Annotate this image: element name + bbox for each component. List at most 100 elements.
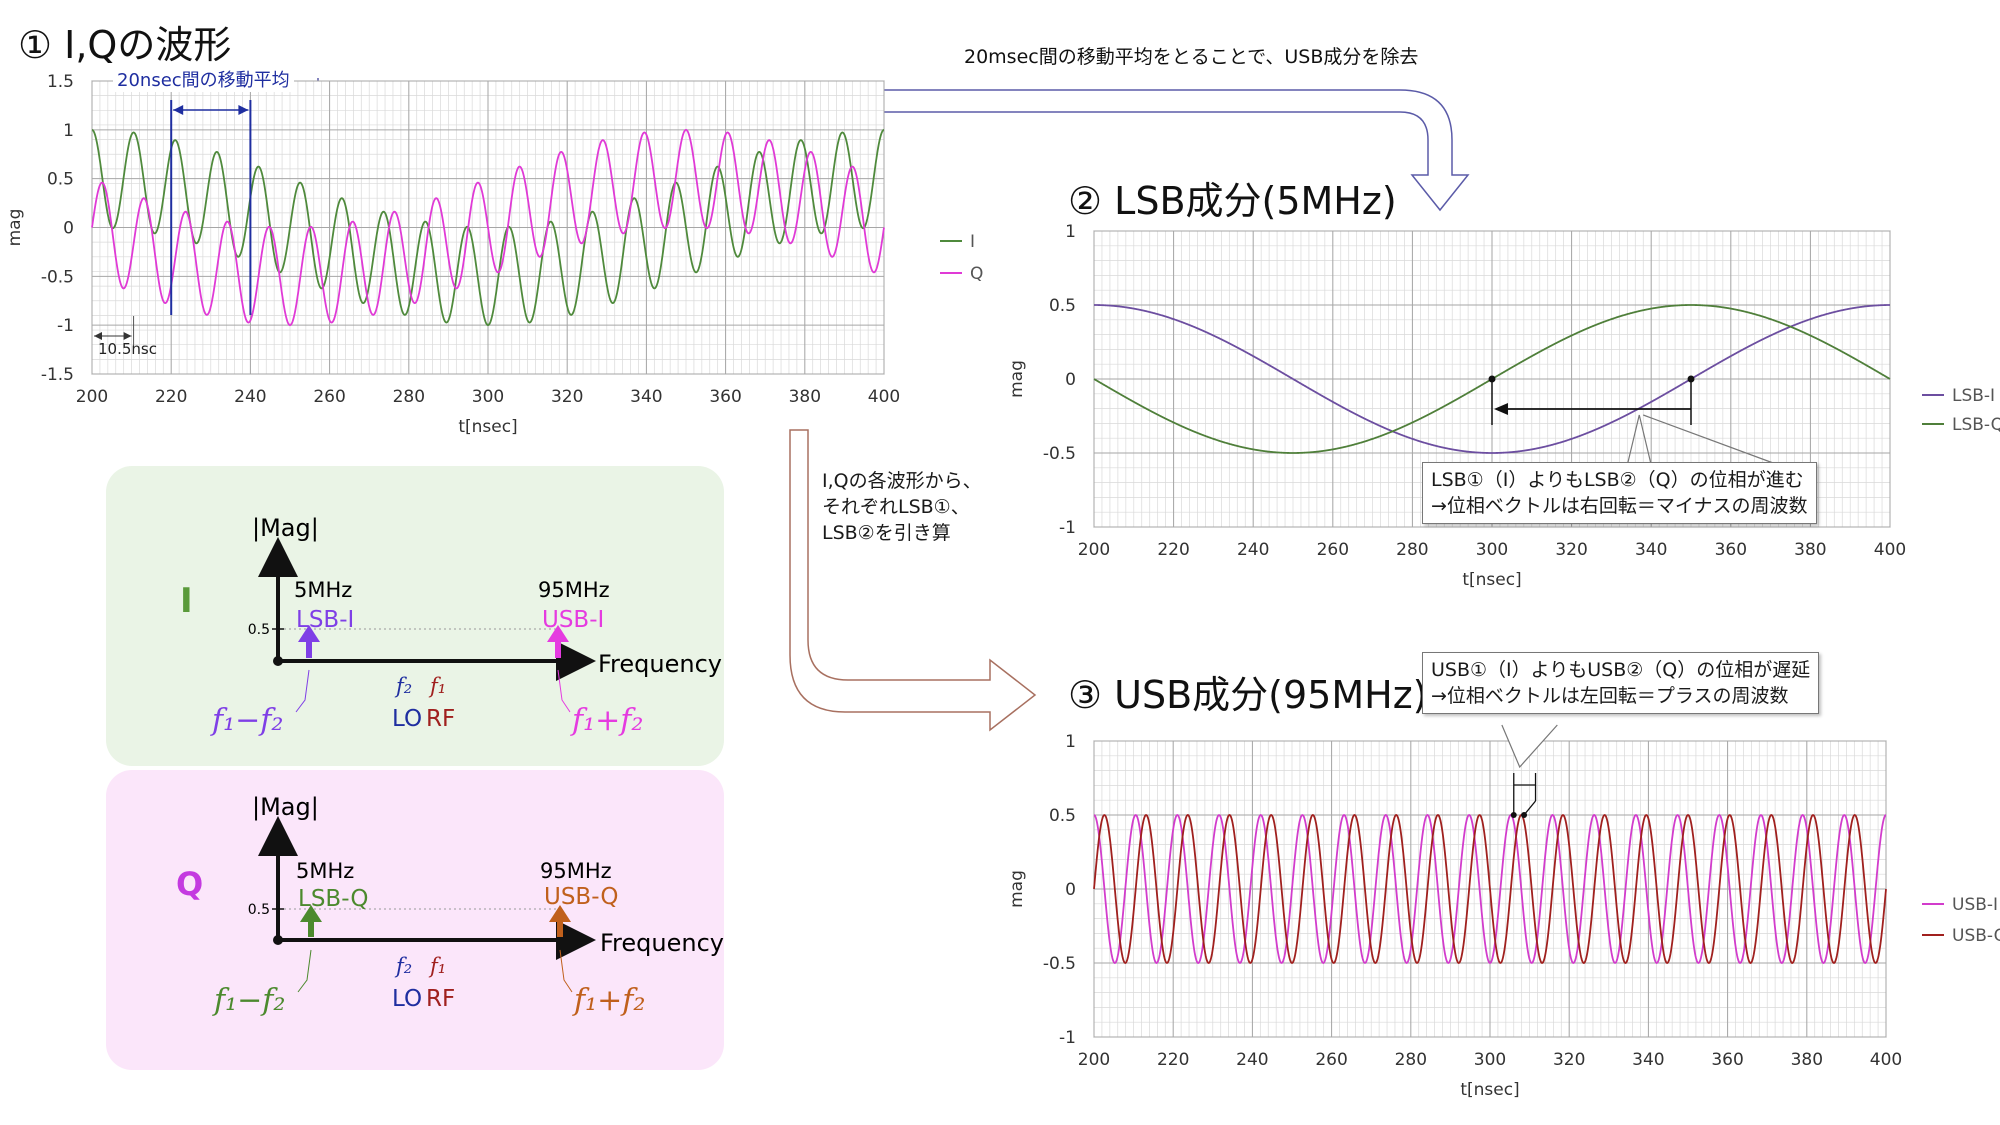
usb-freq: 95MHz <box>538 578 610 602</box>
subtract-flow-arrow <box>789 429 1037 732</box>
x-tick-label: 260 <box>1315 1050 1347 1070</box>
mag-label: |Mag| <box>252 793 319 821</box>
legend-label: Q <box>970 264 983 284</box>
y-tick-label: 1 <box>63 121 74 141</box>
usb-title: ③ USB成分(95MHz) <box>1068 673 1428 717</box>
y-tick-label: -1 <box>57 316 74 336</box>
y-tick-label: 0 <box>1065 880 1076 900</box>
difference-label: f₁−f₂ <box>212 983 285 1018</box>
lo-label: LO <box>392 706 422 732</box>
subtract-note-line: LSB②を引き算 <box>822 522 951 544</box>
f2-label: f₂ <box>394 954 412 978</box>
y-axis-title: mag <box>5 209 25 247</box>
y-axis-title: mag <box>1007 360 1027 398</box>
x-tick-label: 260 <box>1317 540 1349 560</box>
legend-label: LSB-Q <box>1952 415 2000 435</box>
origin-dot <box>273 935 283 945</box>
x-tick-label: 380 <box>789 387 821 407</box>
x-tick-label: 400 <box>1870 1050 1902 1070</box>
y-tick-label: -1 <box>1059 518 1076 538</box>
y-tick-label: 1.5 <box>47 72 74 92</box>
f1-label: f₁ <box>428 954 446 978</box>
x-tick-label: 380 <box>1794 540 1826 560</box>
x-axis-title: t[nsec] <box>1462 570 1521 590</box>
top-note: 20msec間の移動平均をとることで、USB成分を除去 <box>964 46 1419 68</box>
x-tick-label: 300 <box>472 387 504 407</box>
x-tick-label: 340 <box>630 387 662 407</box>
series-line-usb-q <box>1093 814 1887 964</box>
sum-label: f₁+f₂ <box>570 703 643 738</box>
legend-label: I <box>970 232 975 252</box>
x-tick-label: 220 <box>1157 1050 1189 1070</box>
moving-average-label: 20nsec間の移動平均 <box>113 66 294 92</box>
y-tick-label: 0.5 <box>1049 296 1076 316</box>
lsb-arrow-head <box>298 625 320 642</box>
lo-label: LO <box>392 986 422 1012</box>
lsb-callout: LSB①（I）よりもLSB②（Q）の位相が進む →位相ベクトルは右回転＝マイナス… <box>1422 462 1817 524</box>
usb-name: USB-I <box>542 607 604 633</box>
usb-arrow-head <box>547 625 569 642</box>
x-tick-label: 400 <box>1874 540 1906 560</box>
series-line-i <box>91 128 885 327</box>
x-tick-label: 320 <box>1553 1050 1585 1070</box>
legend-label: USB-I <box>1952 895 1998 915</box>
lsb-name: LSB-Q <box>298 886 368 912</box>
lsb-callout-line: LSB①（I）よりもLSB②（Q）の位相が進む <box>1431 469 1804 491</box>
subtract-note: I,Qの各波形から、 それぞれLSB①、 LSB②を引き算 <box>822 468 982 546</box>
lsb-freq: 5MHz <box>294 578 352 602</box>
rf-label: RF <box>426 706 455 732</box>
x-tick-label: 360 <box>1715 540 1747 560</box>
series-line-q <box>91 128 885 327</box>
x-tick-label: 320 <box>551 387 583 407</box>
f2-label: f₂ <box>394 674 412 698</box>
y-tick-label: -0.5 <box>41 267 74 287</box>
spectrum-i: I |Mag| 0.5 5MHz LSB-I 95MHz USB-I Frequ… <box>180 514 722 738</box>
x-tick-label: 360 <box>709 387 741 407</box>
usb-freq: 95MHz <box>540 859 612 883</box>
usb-callout-line: →位相ベクトルは左回転＝プラスの周波数 <box>1431 685 1789 707</box>
mag-label: |Mag| <box>252 514 319 542</box>
iq-title: ① I,Qの波形 <box>18 23 232 67</box>
x-tick-label: 320 <box>1555 540 1587 560</box>
x-tick-label: 220 <box>155 387 187 407</box>
x-tick-label: 240 <box>1237 540 1269 560</box>
y-tick-label: -1 <box>1059 1028 1076 1048</box>
y-tick-label: -0.5 <box>1043 444 1076 464</box>
y-tick-label: 1 <box>1065 732 1076 752</box>
lsb-callout-line: →位相ベクトルは右回転＝マイナスの周波数 <box>1431 495 1808 517</box>
panel-label: I <box>180 581 193 621</box>
half-label: 0.5 <box>248 902 270 918</box>
usb-name: USB-Q <box>544 884 618 910</box>
sum-label: f₁+f₂ <box>572 983 645 1018</box>
usb-callout-line: USB①（I）よりもUSB②（Q）の位相が遅延 <box>1431 659 1811 681</box>
x-tick-label: 260 <box>313 387 345 407</box>
usb-arrow-head <box>549 905 571 922</box>
x-tick-label: 240 <box>1236 1050 1268 1070</box>
plot-area <box>1093 740 1887 1038</box>
y-tick-label: 0.5 <box>47 170 74 190</box>
f1-label: f₁ <box>428 674 446 698</box>
lsb-title: ② LSB成分(5MHz) <box>1068 179 1397 223</box>
subtract-note-line: I,Qの各波形から、 <box>822 470 982 492</box>
frequency-label: Frequency <box>598 650 722 678</box>
half-label: 0.5 <box>248 622 270 638</box>
lsb-arrow-head <box>300 905 322 922</box>
x-tick-label: 360 <box>1711 1050 1743 1070</box>
plot-area <box>91 80 885 375</box>
lsb-freq: 5MHz <box>296 859 354 883</box>
x-axis-title: t[nsec] <box>1460 1080 1519 1100</box>
y-tick-label: 0 <box>63 219 74 239</box>
x-tick-label: 340 <box>1635 540 1667 560</box>
legend-label: USB-Q <box>1952 926 2000 946</box>
series-line-usb-i <box>1093 814 1887 964</box>
x-tick-label: 280 <box>1395 1050 1427 1070</box>
y-tick-label: -0.5 <box>1043 954 1076 974</box>
spectrum-q: Q |Mag| 0.5 5MHz LSB-Q 95MHz USB-Q Frequ… <box>176 793 724 1018</box>
y-tick-label: 1 <box>1065 222 1076 242</box>
spectrum-panel-q <box>106 770 724 1070</box>
rf-label: RF <box>426 986 455 1012</box>
period-label: 10.5nsc <box>98 340 157 358</box>
x-tick-label: 340 <box>1632 1050 1664 1070</box>
usb-annotations <box>1501 724 1558 818</box>
